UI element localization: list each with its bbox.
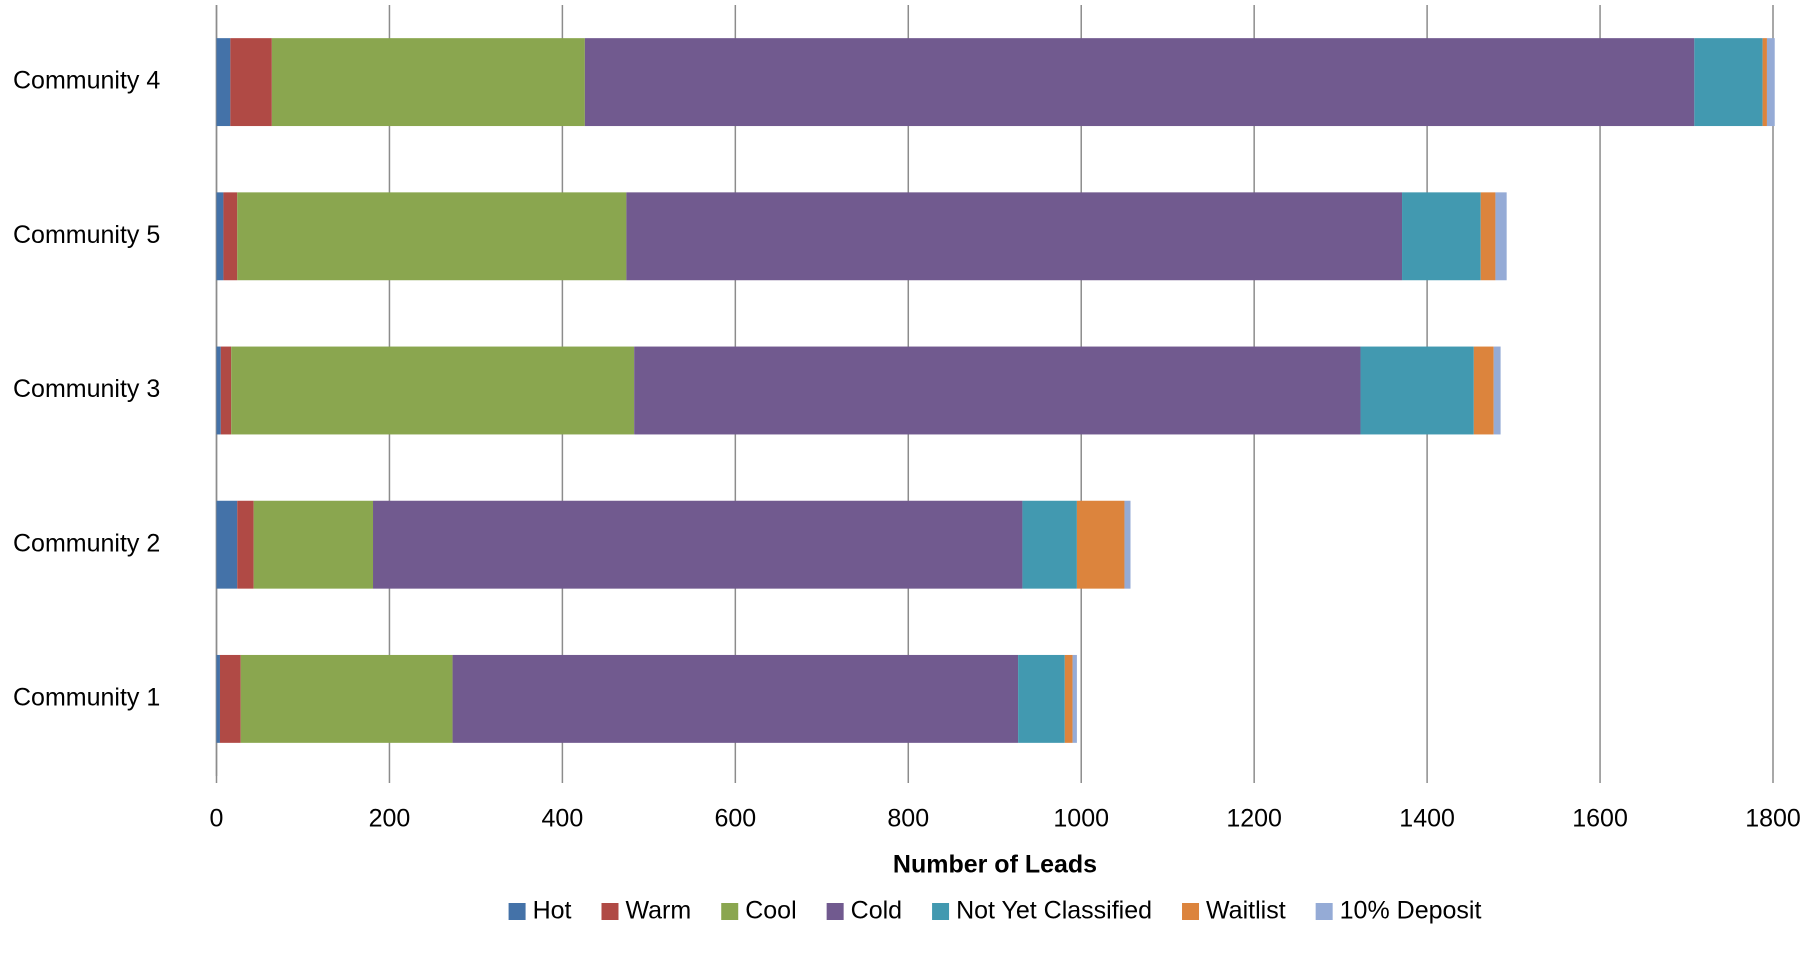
legend-swatch (601, 903, 619, 920)
bar-segment (237, 500, 254, 589)
bar-segment (216, 346, 221, 435)
legend-label: Cold (851, 897, 902, 925)
legend-swatch (508, 903, 526, 920)
bar-segment (231, 346, 635, 435)
legend-label: Warm (625, 897, 691, 925)
x-tick-label: 1600 (1572, 805, 1628, 833)
bar-segment (240, 654, 453, 743)
bar-segment (373, 500, 1023, 589)
bar-segment (220, 346, 232, 435)
bar-segment (223, 192, 238, 281)
legend-swatch (1182, 903, 1200, 920)
x-tick-label: 1400 (1399, 805, 1455, 833)
bar-segment (1762, 38, 1767, 127)
bar-segment (216, 654, 220, 743)
bar-segment (452, 654, 1019, 743)
bar-segment (1072, 654, 1077, 743)
x-tick-label: 800 (887, 805, 929, 833)
legend-swatch (826, 903, 844, 920)
bar-segment (216, 500, 238, 589)
y-tick-label: Community 3 (13, 375, 160, 403)
bar-segment (626, 192, 1403, 281)
bar-segment (1124, 500, 1131, 589)
bar-segment (1493, 346, 1501, 435)
bar-segment (1402, 192, 1481, 281)
y-tick-label: Community 4 (13, 67, 160, 95)
bar-segment (271, 38, 585, 127)
x-tick-label: 1000 (1053, 805, 1109, 833)
legend-swatch (721, 903, 739, 920)
bar-segment (1480, 192, 1496, 281)
bar-segment (237, 192, 627, 281)
legend-label: 10% Deposit (1340, 897, 1482, 925)
legend-label: Waitlist (1206, 897, 1286, 925)
bar-segment (216, 38, 231, 127)
bar-segment (634, 346, 1361, 435)
bar-segment (230, 38, 272, 127)
x-tick-label: 200 (369, 805, 411, 833)
bar-segment (1018, 654, 1065, 743)
y-tick-label: Community 1 (13, 684, 160, 712)
bar-segment (253, 500, 374, 589)
x-tick-label: 1200 (1226, 805, 1282, 833)
y-tick-label: Community 2 (13, 529, 160, 557)
bar-segment (1766, 38, 1775, 127)
x-axis-title: Number of Leads (893, 851, 1097, 879)
legend-swatch (1315, 903, 1333, 920)
bar-segment (216, 192, 224, 281)
legend-label: Not Yet Classified (956, 897, 1152, 925)
legend-label: Hot (533, 897, 572, 925)
bar-segment (1473, 346, 1494, 435)
bar-segment (1022, 500, 1077, 589)
bar-segment (219, 654, 241, 743)
x-tick-label: 1800 (1745, 805, 1801, 833)
bar-segment (1064, 654, 1073, 743)
x-tick-label: 400 (542, 805, 584, 833)
bar-segment (584, 38, 1695, 127)
bar-segment (1360, 346, 1474, 435)
legend-swatch (932, 903, 950, 920)
bar-segment (1495, 192, 1507, 281)
x-tick-label: 600 (714, 805, 756, 833)
x-tick-label: 0 (210, 805, 224, 833)
bar-segment (1694, 38, 1763, 127)
legend-label: Cool (745, 897, 796, 925)
y-tick-label: Community 5 (13, 221, 160, 249)
bar-segment (1076, 500, 1125, 589)
